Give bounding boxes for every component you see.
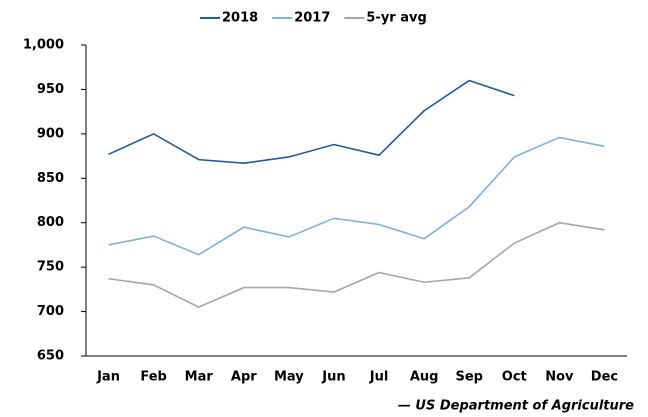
y-tick-label: 650 xyxy=(37,349,64,364)
y-tick-label: 800 xyxy=(37,215,64,230)
legend-label: 5-yr avg xyxy=(366,11,426,26)
series-line xyxy=(108,136,605,256)
x-tick-label: Aug xyxy=(410,370,439,385)
series-line xyxy=(108,221,605,309)
y-tick-label: 900 xyxy=(37,126,64,141)
y-tick-label: 1,000 xyxy=(23,38,64,53)
x-tick-label: Jul xyxy=(369,370,389,385)
x-tick-label: Apr xyxy=(231,370,257,385)
series-line xyxy=(108,79,515,164)
y-tick-label: 950 xyxy=(37,82,64,97)
legend-label: 2018 xyxy=(222,11,258,26)
x-tick-label: Mar xyxy=(185,370,214,385)
x-tick-label: Jun xyxy=(321,370,345,385)
x-tick-label: Feb xyxy=(140,370,166,385)
x-tick-label: Jan xyxy=(96,370,120,385)
y-tick-label: 700 xyxy=(37,304,64,319)
x-tick-label: Nov xyxy=(545,370,574,385)
x-tick-label: May xyxy=(274,370,304,385)
source-note: — US Department of Agriculture xyxy=(398,399,634,414)
legend-label: 2017 xyxy=(294,11,330,26)
x-tick-label: Sep xyxy=(455,370,483,385)
x-tick-label: Oct xyxy=(502,370,527,385)
x-tick-label: Dec xyxy=(591,370,618,385)
y-tick-label: 850 xyxy=(37,171,64,186)
y-tick-label: 750 xyxy=(37,260,64,275)
